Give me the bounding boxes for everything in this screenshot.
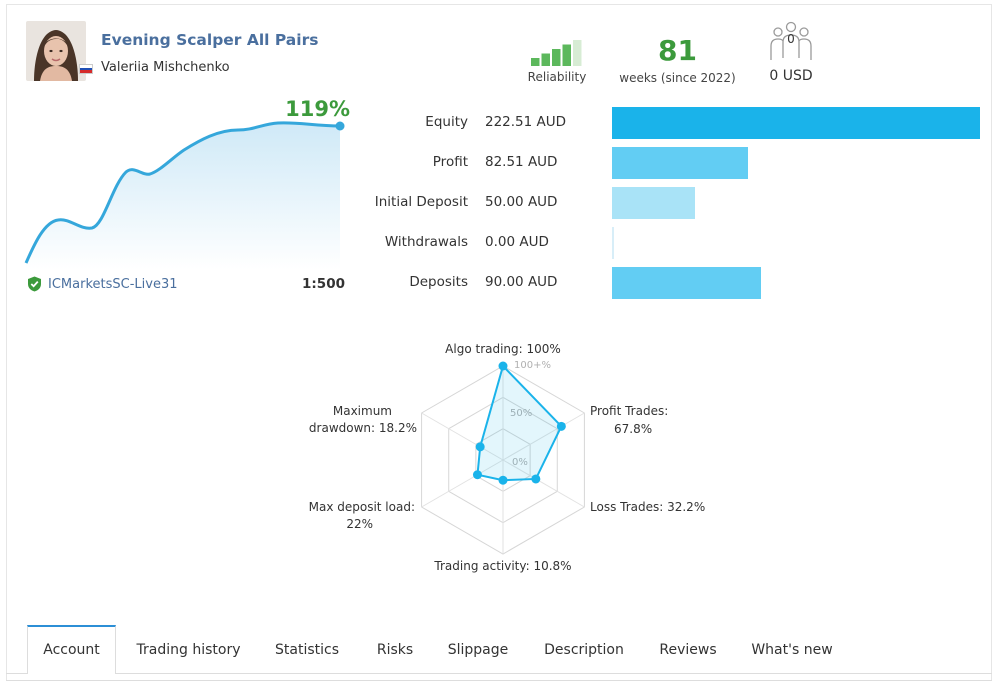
finance-row: Withdrawals 0.00 AUD	[350, 227, 990, 261]
radar-point	[475, 442, 485, 452]
russia-flag-icon	[79, 64, 93, 74]
radar-shape	[476, 364, 563, 482]
weeks-count: 81	[658, 34, 697, 67]
tab-account[interactable]: Account	[27, 625, 116, 674]
author-name[interactable]: Valeriia Mishchenko	[101, 60, 230, 75]
finance-bar	[612, 227, 614, 259]
growth-chart	[24, 121, 345, 270]
growth-end-point	[335, 121, 345, 131]
reliability-bars-icon	[531, 40, 582, 66]
growth-area	[26, 122, 340, 270]
growth-percent: 119%	[285, 97, 350, 121]
finance-bar	[612, 267, 761, 299]
radar-axis-label: Algo trading: 100%	[445, 342, 561, 356]
growth-line	[24, 121, 341, 264]
subscribers-icon	[770, 21, 812, 60]
leverage: 1:500	[302, 276, 345, 292]
radar-point	[531, 474, 541, 484]
signal-panel	[6, 4, 992, 680]
finance-label: Withdrawals	[384, 234, 468, 250]
radar-axis	[421, 459, 504, 508]
radar-axis-label: Max deposit load:	[309, 500, 415, 514]
tab-slippage[interactable]: Slippage	[447, 642, 509, 658]
tab-what-s-new[interactable]: What's new	[751, 642, 833, 658]
broker-link[interactable]: ICMarketsSC-Live31	[27, 276, 177, 292]
finance-row: Equity 222.51 AUD	[350, 107, 990, 141]
finance-label: Profit	[432, 154, 468, 170]
tab-reviews[interactable]: Reviews	[659, 642, 717, 658]
finance-row: Profit 82.51 AUD	[350, 147, 990, 181]
reliability-label: Reliability	[527, 70, 587, 84]
radar-point	[472, 470, 482, 480]
finance-label: Equity	[425, 114, 468, 130]
reliability-bar	[541, 53, 550, 66]
author-avatar[interactable]	[26, 21, 86, 81]
radar-axis	[421, 412, 504, 461]
finance-row: Initial Deposit 50.00 AUD	[350, 187, 990, 221]
radar-point	[498, 475, 508, 485]
tab-bar: Account Trading history Statistics Risks Sli…	[6, 625, 992, 681]
tab-risks[interactable]: Risks	[376, 642, 414, 658]
finance-bar	[612, 187, 695, 219]
finance-label: Initial Deposit	[374, 194, 468, 210]
radar-axis	[502, 412, 585, 461]
reliability-bar	[573, 40, 582, 66]
radar-axis	[502, 459, 585, 508]
radar-point	[498, 361, 508, 371]
radar-axis-label: Loss Trades: 32.2%	[590, 500, 705, 514]
subscription-price: 0 USD	[769, 68, 813, 84]
reliability-bar	[552, 49, 561, 66]
tab-trading-history[interactable]: Trading history	[136, 642, 241, 658]
finance-bar	[612, 107, 980, 139]
finance-row: Deposits 90.00 AUD	[350, 267, 990, 301]
radar-point	[556, 421, 566, 431]
signal-title[interactable]: Evening Scalper All Pairs	[101, 31, 319, 49]
finance-value: 50.00 AUD	[485, 194, 558, 210]
reliability-bar	[562, 44, 571, 66]
radar-axis-label: Maximum	[333, 404, 392, 418]
finance-value: 222.51 AUD	[485, 114, 567, 130]
broker-name: ICMarketsSC-Live31	[48, 276, 178, 292]
radar-axis-label: Profit Trades:	[590, 404, 668, 418]
finance-value: 0.00 AUD	[485, 234, 549, 250]
radar-grid-label: 50%	[510, 408, 532, 419]
radar-chart: 100+% 50% 0% Algo trading: 100% Profit Trade…	[309, 342, 706, 573]
weeks-label: weeks (since 2022)	[619, 71, 736, 85]
finance-value: 90.00 AUD	[485, 274, 558, 290]
tabs-divider	[6, 673, 992, 674]
verified-shield-icon	[28, 276, 41, 292]
finance-value: 82.51 AUD	[485, 154, 558, 170]
radar-axis-label: 67.8%	[614, 422, 652, 436]
subscribers-count: 0	[787, 32, 795, 46]
radar-axis-label: Trading activity: 10.8%	[433, 559, 571, 573]
radar-axis-label: drawdown: 18.2%	[309, 421, 417, 435]
finance-bar	[612, 147, 749, 179]
reliability-bar	[531, 58, 540, 66]
finance-label: Deposits	[409, 274, 468, 290]
radar-axis-label: 22%	[346, 517, 373, 531]
radar-grid-label: 100+%	[514, 360, 551, 371]
radar-grid-label: 0%	[512, 457, 528, 468]
tab-statistics[interactable]: Statistics	[275, 642, 339, 658]
tab-description[interactable]: Description	[544, 642, 624, 658]
